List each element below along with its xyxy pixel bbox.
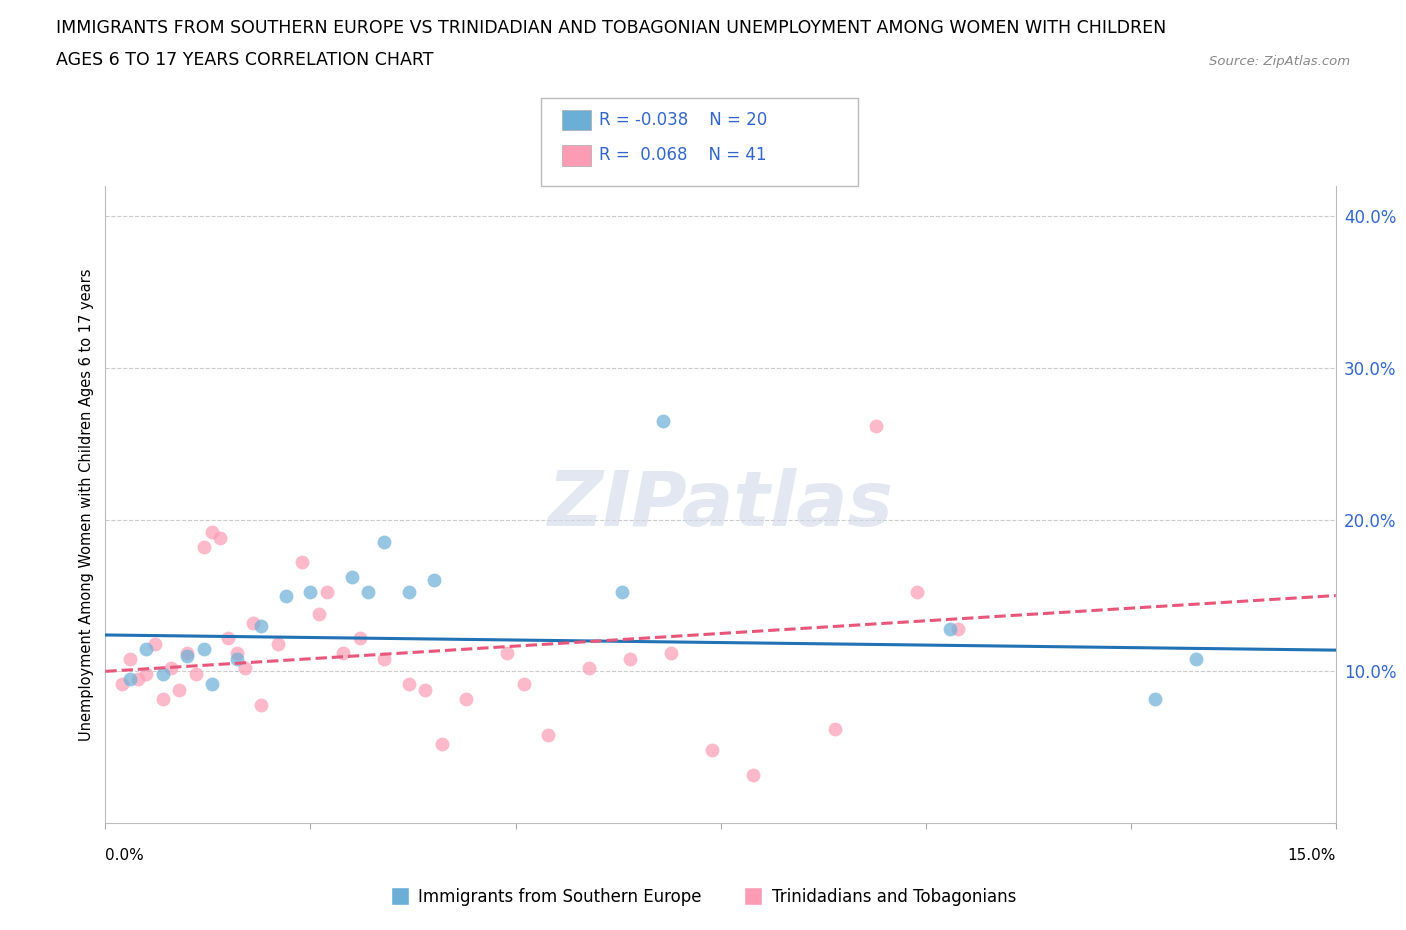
Point [201,525,224,539]
Point [661,645,683,660]
Point [152,667,174,682]
Point [267,637,290,652]
Point [415,682,437,697]
Point [430,737,453,751]
Point [824,722,846,737]
Point [201,676,224,691]
Text: Source: ZipAtlas.com: Source: ZipAtlas.com [1209,55,1350,68]
Point [496,645,519,660]
Point [907,585,929,600]
Point [702,743,724,758]
Y-axis label: Unemployment Among Women with Children Ages 6 to 17 years: Unemployment Among Women with Children A… [79,268,94,741]
Point [176,645,198,660]
Point [143,637,166,652]
Point [250,698,273,712]
Point [299,585,322,600]
Point [233,661,256,676]
Text: IMMIGRANTS FROM SOUTHERN EUROPE VS TRINIDADIAN AND TOBAGONIAN UNEMPLOYMENT AMONG: IMMIGRANTS FROM SOUTHERN EUROPE VS TRINI… [56,19,1167,36]
Point [193,539,215,554]
Text: 15.0%: 15.0% [1288,848,1336,863]
Point [111,676,134,691]
Point [357,585,380,600]
Point [291,554,314,569]
Point [349,631,371,645]
Point [193,641,215,656]
Point [152,691,174,706]
Point [619,652,641,667]
Point [456,691,478,706]
Point [209,530,232,545]
Point [612,585,634,600]
Point [373,652,395,667]
Point [274,588,297,603]
Point [316,585,339,600]
Point [184,667,207,682]
Point [135,667,157,682]
Point [308,606,330,621]
Point [225,652,247,667]
Text: AGES 6 TO 17 YEARS CORRELATION CHART: AGES 6 TO 17 YEARS CORRELATION CHART [56,51,433,69]
Point [127,671,149,686]
Point [225,645,247,660]
Point [135,641,157,656]
Point [865,418,887,433]
Text: R = -0.038    N = 20: R = -0.038 N = 20 [599,111,768,129]
Point [120,671,141,686]
Point [398,676,420,691]
Point [939,621,962,636]
Point [242,616,264,631]
Text: R =  0.068    N = 41: R = 0.068 N = 41 [599,146,766,165]
Text: ZIPatlas: ZIPatlas [547,468,894,541]
Point [160,661,183,676]
Point [742,767,765,782]
Point [1185,652,1208,667]
Point [332,645,354,660]
Point [948,621,970,636]
Point [1144,691,1167,706]
Point [513,676,536,691]
Point [652,414,675,429]
Point [398,585,420,600]
Point [120,652,141,667]
Point [218,631,240,645]
Point [373,535,395,550]
Point [578,661,600,676]
Text: 0.0%: 0.0% [105,848,145,863]
Point [176,649,198,664]
Point [169,682,191,697]
Legend: Immigrants from Southern Europe, Trinidadians and Tobagonians: Immigrants from Southern Europe, Trinida… [384,881,1022,912]
Point [537,727,560,742]
Point [250,618,273,633]
Point [422,573,444,588]
Point [340,570,363,585]
